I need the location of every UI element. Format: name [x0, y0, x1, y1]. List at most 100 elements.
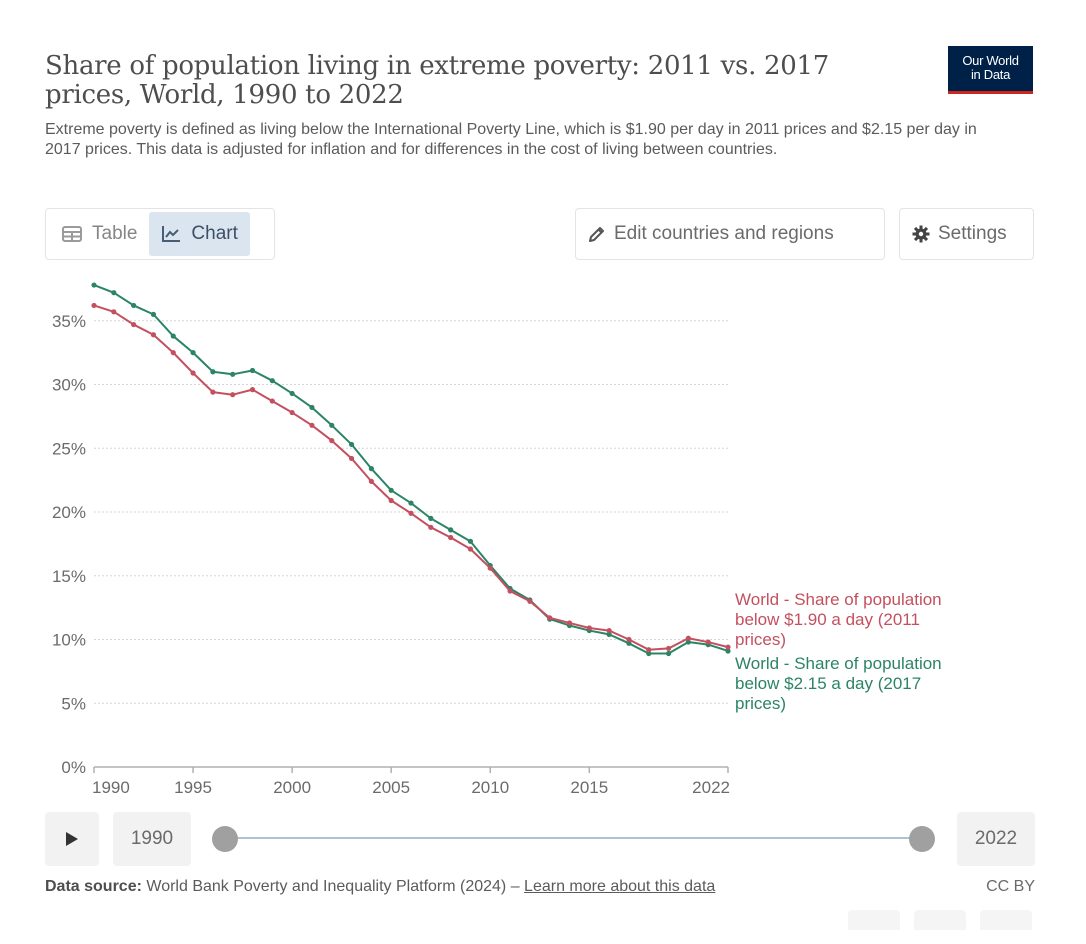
footer-action-button[interactable]	[848, 910, 900, 930]
data-point-2011	[467, 546, 474, 552]
footer-action-button[interactable]	[980, 910, 1032, 930]
x-tick-label: 2000	[273, 778, 311, 797]
source-label: Data source:	[45, 878, 142, 895]
y-tick-label: 15%	[52, 567, 86, 586]
y-tick-label: 10%	[52, 631, 86, 650]
data-point-2017	[725, 648, 731, 654]
legend-label-2017: prices)	[735, 694, 786, 713]
tab-table[interactable]: Table	[50, 212, 149, 256]
data-point-2011	[626, 636, 632, 643]
data-point-2011	[428, 524, 434, 530]
x-axis: 1990 1995 2000 2005 2010 2015 2022	[92, 766, 730, 797]
x-tick-label: 1990	[92, 778, 130, 797]
y-axis: 0% 5% 10% 15% 20% 25% 30% 35%	[52, 312, 86, 777]
data-point-2017	[230, 371, 236, 377]
timeline-start-handle[interactable]	[212, 826, 238, 852]
data-point-2017	[210, 369, 216, 375]
settings-button[interactable]: Settings	[899, 208, 1034, 260]
y-tick-label: 35%	[52, 312, 86, 331]
data-point-2017	[665, 650, 672, 657]
x-tick-label: 1995	[174, 778, 212, 797]
data-point-2011	[289, 409, 295, 416]
data-point-2011	[507, 588, 513, 594]
data-point-2017	[289, 390, 295, 397]
data-point-2017	[170, 333, 176, 339]
data-point-2011	[725, 644, 731, 650]
tab-chart[interactable]: Chart	[149, 212, 250, 256]
data-point-2017	[150, 311, 157, 317]
data-point-2011	[606, 627, 612, 634]
legend: World - Share of population below $1.90 a…	[735, 590, 942, 713]
tab-table-label: Table	[92, 223, 138, 244]
data-point-2017	[646, 650, 652, 657]
data-point-2011	[329, 438, 335, 444]
data-point-2017	[408, 500, 414, 506]
data-point-2017	[309, 404, 315, 411]
y-tick-label: 0%	[61, 758, 86, 777]
data-point-2017	[388, 487, 394, 493]
legend-label-2017: World - Share of population	[735, 654, 942, 673]
learn-more-link[interactable]: Learn more about this data	[524, 878, 716, 895]
x-tick-label: 2010	[471, 778, 509, 797]
y-tick-label: 5%	[61, 694, 86, 713]
data-point-2017	[190, 350, 196, 356]
tab-chart-label: Chart	[191, 223, 238, 244]
data-point-2011	[170, 350, 176, 356]
line-chart-icon	[162, 226, 181, 242]
y-tick-label: 25%	[52, 439, 86, 458]
data-point-2011	[91, 302, 97, 309]
data-point-2011	[309, 422, 315, 428]
y-tick-label: 30%	[52, 376, 86, 395]
timeline-end-year[interactable]: 2022	[957, 812, 1035, 866]
data-point-2017	[348, 441, 355, 448]
data-point-2017	[368, 466, 374, 472]
data-point-2017	[448, 527, 454, 533]
data-point-2011	[150, 332, 157, 338]
edit-countries-button[interactable]: Edit countries and regions	[575, 208, 885, 260]
logo-line-1: Our World	[962, 53, 1019, 68]
legend-label-2011: prices)	[735, 630, 786, 649]
data-point-2011	[685, 635, 691, 641]
data-point-2017	[626, 640, 632, 646]
pencil-icon	[589, 227, 604, 242]
play-button[interactable]	[45, 812, 99, 866]
timeline-start-year[interactable]: 1990	[113, 812, 191, 866]
data-point-2011	[111, 309, 117, 315]
data-point-2011	[448, 534, 454, 541]
data-point-2011	[487, 565, 493, 571]
timeline-track[interactable]	[225, 837, 923, 839]
data-point-2011	[586, 625, 592, 631]
data-point-2017	[467, 538, 474, 544]
data-point-2011	[646, 647, 652, 653]
data-point-2011	[665, 645, 672, 652]
data-point-2011	[230, 392, 236, 398]
data-point-2011	[210, 389, 216, 395]
legend-label-2017: below $2.15 a day (2017	[735, 674, 921, 693]
data-point-2011	[190, 370, 196, 376]
series-lines	[91, 282, 731, 657]
line-chart: 0% 5% 10% 15% 20% 25% 30% 35% 1990 1995 2000 2005 2…	[52, 282, 942, 797]
footer: Data source: World Bank Poverty and Ineq…	[45, 878, 1035, 896]
data-point-2017	[131, 302, 137, 309]
settings-label: Settings	[938, 223, 1007, 244]
data-point-2011	[131, 321, 137, 328]
chart-subtitle: Extreme poverty is defined as living bel…	[45, 121, 977, 158]
timeline-end-handle[interactable]	[909, 826, 935, 852]
license-label[interactable]: CC BY	[986, 878, 1035, 895]
edit-countries-label: Edit countries and regions	[614, 223, 834, 244]
data-point-2017	[111, 290, 117, 296]
legend-label-2011: below $1.90 a day (2011	[735, 610, 920, 629]
chart-title: Share of population living in extreme po…	[45, 51, 829, 110]
data-point-2011	[527, 598, 533, 604]
series-line-2011	[93, 304, 729, 651]
gear-icon	[912, 225, 930, 243]
logo-line-2: in Data	[970, 67, 1011, 82]
data-point-2017	[428, 515, 434, 521]
view-tabs: Table Chart	[45, 208, 275, 260]
source-text: World Bank Poverty and Inequality Platfo…	[146, 878, 525, 895]
owid-logo[interactable]: Our World in Data	[948, 46, 1033, 94]
footer-action-button[interactable]	[914, 910, 966, 930]
data-point-2011	[269, 398, 275, 404]
x-tick-label: 2015	[570, 778, 608, 797]
data-point-2011	[566, 620, 573, 626]
